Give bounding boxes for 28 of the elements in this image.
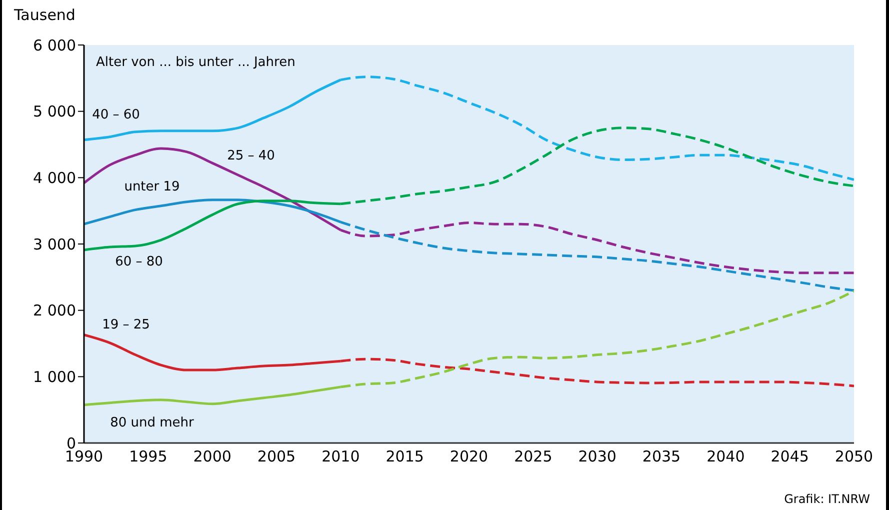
series-label: 19 – 25 [102, 317, 150, 332]
x-tick-label: 2035 [642, 448, 681, 466]
x-tick-label: 2040 [706, 448, 745, 466]
x-tick-label: 2015 [386, 448, 424, 466]
x-tick-label: 2000 [193, 448, 232, 466]
y-tick-label: 3 000 [33, 235, 76, 254]
x-tick-label: 2045 [770, 448, 809, 466]
text: Grafik: IT.NRW [784, 492, 870, 506]
x-tick-label: 2005 [257, 448, 296, 466]
x-tick-label: 2030 [578, 448, 616, 466]
x-tick-label: 1995 [129, 448, 168, 466]
y-tick-label: 2 000 [33, 302, 76, 320]
x-tick-label: 2020 [450, 448, 488, 466]
x-tick-label: 2050 [834, 448, 874, 466]
y-tick-label: 4 000 [33, 168, 76, 187]
series-label: 60 – 80 [115, 254, 163, 270]
x-tick-label: 1990 [64, 448, 104, 466]
series-label: 80 und mehr [110, 415, 194, 430]
series-label: 40 – 60 [92, 107, 140, 122]
y-tick-label: 6 000 [33, 36, 76, 54]
series-label: unter 19 [124, 180, 180, 195]
y-tick-label: 1 000 [33, 368, 76, 386]
x-tick-label: 2025 [514, 448, 552, 466]
y-tick-label: 5 000 [33, 102, 76, 121]
series-label: 25 – 40 [227, 148, 275, 164]
annotation: Alter von ... bis unter ... Jahren [96, 55, 296, 70]
x-tick-label: 2010 [322, 448, 360, 466]
y-axis-title: Tausend [14, 6, 76, 24]
